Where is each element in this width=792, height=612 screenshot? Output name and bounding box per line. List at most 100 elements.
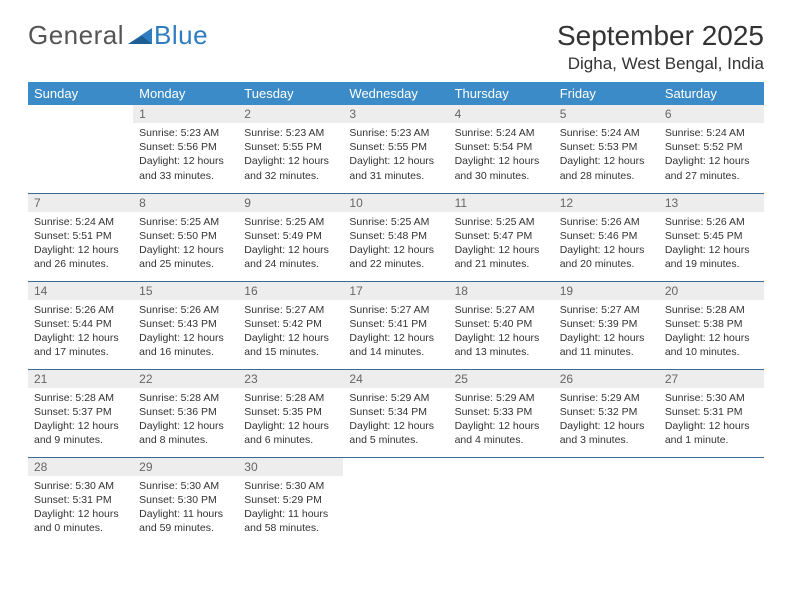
day-details: Sunrise: 5:25 AMSunset: 5:47 PMDaylight:… [449, 212, 554, 276]
day-details: Sunrise: 5:26 AMSunset: 5:43 PMDaylight:… [133, 300, 238, 364]
day-details: Sunrise: 5:28 AMSunset: 5:37 PMDaylight:… [28, 388, 133, 452]
weekday-header: Wednesday [343, 82, 448, 105]
day-number: 1 [133, 105, 238, 123]
brand-triangle-icon [128, 26, 152, 46]
month-title: September 2025 [557, 20, 764, 52]
day-number: 22 [133, 370, 238, 388]
day-number: 16 [238, 282, 343, 300]
calendar-cell: 21Sunrise: 5:28 AMSunset: 5:37 PMDayligh… [28, 369, 133, 457]
calendar-cell: 12Sunrise: 5:26 AMSunset: 5:46 PMDayligh… [554, 193, 659, 281]
calendar-cell: 23Sunrise: 5:28 AMSunset: 5:35 PMDayligh… [238, 369, 343, 457]
weekday-header: Sunday [28, 82, 133, 105]
calendar-cell [554, 457, 659, 545]
calendar-row: 21Sunrise: 5:28 AMSunset: 5:37 PMDayligh… [28, 369, 764, 457]
day-details: Sunrise: 5:26 AMSunset: 5:44 PMDaylight:… [28, 300, 133, 364]
brand-word-1: General [28, 20, 124, 51]
day-number: 10 [343, 194, 448, 212]
day-details: Sunrise: 5:25 AMSunset: 5:48 PMDaylight:… [343, 212, 448, 276]
day-number: 17 [343, 282, 448, 300]
calendar-cell: 6Sunrise: 5:24 AMSunset: 5:52 PMDaylight… [659, 105, 764, 193]
calendar-cell [659, 457, 764, 545]
calendar-cell: 19Sunrise: 5:27 AMSunset: 5:39 PMDayligh… [554, 281, 659, 369]
page: General Blue September 2025 Digha, West … [0, 0, 792, 565]
calendar-cell: 16Sunrise: 5:27 AMSunset: 5:42 PMDayligh… [238, 281, 343, 369]
day-details: Sunrise: 5:28 AMSunset: 5:36 PMDaylight:… [133, 388, 238, 452]
calendar-cell [449, 457, 554, 545]
calendar-cell [28, 105, 133, 193]
calendar-row: 28Sunrise: 5:30 AMSunset: 5:31 PMDayligh… [28, 457, 764, 545]
day-number: 7 [28, 194, 133, 212]
calendar-cell: 20Sunrise: 5:28 AMSunset: 5:38 PMDayligh… [659, 281, 764, 369]
day-number: 6 [659, 105, 764, 123]
weekday-header: Monday [133, 82, 238, 105]
calendar-cell: 2Sunrise: 5:23 AMSunset: 5:55 PMDaylight… [238, 105, 343, 193]
calendar-cell: 18Sunrise: 5:27 AMSunset: 5:40 PMDayligh… [449, 281, 554, 369]
calendar-cell: 15Sunrise: 5:26 AMSunset: 5:43 PMDayligh… [133, 281, 238, 369]
calendar-cell: 1Sunrise: 5:23 AMSunset: 5:56 PMDaylight… [133, 105, 238, 193]
calendar-header-row: SundayMondayTuesdayWednesdayThursdayFrid… [28, 82, 764, 105]
brand-logo: General Blue [28, 20, 208, 51]
day-details: Sunrise: 5:27 AMSunset: 5:40 PMDaylight:… [449, 300, 554, 364]
calendar-cell: 29Sunrise: 5:30 AMSunset: 5:30 PMDayligh… [133, 457, 238, 545]
day-number: 18 [449, 282, 554, 300]
day-details: Sunrise: 5:28 AMSunset: 5:35 PMDaylight:… [238, 388, 343, 452]
calendar-cell: 10Sunrise: 5:25 AMSunset: 5:48 PMDayligh… [343, 193, 448, 281]
calendar-cell: 14Sunrise: 5:26 AMSunset: 5:44 PMDayligh… [28, 281, 133, 369]
day-details: Sunrise: 5:29 AMSunset: 5:34 PMDaylight:… [343, 388, 448, 452]
day-details: Sunrise: 5:24 AMSunset: 5:54 PMDaylight:… [449, 123, 554, 187]
day-details: Sunrise: 5:30 AMSunset: 5:29 PMDaylight:… [238, 476, 343, 540]
top-bar: General Blue September 2025 Digha, West … [28, 20, 764, 74]
weekday-header: Thursday [449, 82, 554, 105]
day-details: Sunrise: 5:26 AMSunset: 5:45 PMDaylight:… [659, 212, 764, 276]
calendar-cell: 24Sunrise: 5:29 AMSunset: 5:34 PMDayligh… [343, 369, 448, 457]
day-number: 21 [28, 370, 133, 388]
day-details: Sunrise: 5:28 AMSunset: 5:38 PMDaylight:… [659, 300, 764, 364]
calendar-body: 1Sunrise: 5:23 AMSunset: 5:56 PMDaylight… [28, 105, 764, 545]
calendar-cell: 8Sunrise: 5:25 AMSunset: 5:50 PMDaylight… [133, 193, 238, 281]
brand-word-2: Blue [154, 20, 208, 51]
location-label: Digha, West Bengal, India [557, 54, 764, 74]
day-number: 8 [133, 194, 238, 212]
day-details: Sunrise: 5:23 AMSunset: 5:55 PMDaylight:… [343, 123, 448, 187]
day-details: Sunrise: 5:25 AMSunset: 5:50 PMDaylight:… [133, 212, 238, 276]
calendar-row: 7Sunrise: 5:24 AMSunset: 5:51 PMDaylight… [28, 193, 764, 281]
day-details: Sunrise: 5:24 AMSunset: 5:53 PMDaylight:… [554, 123, 659, 187]
day-details: Sunrise: 5:30 AMSunset: 5:30 PMDaylight:… [133, 476, 238, 540]
day-number: 9 [238, 194, 343, 212]
calendar-cell: 28Sunrise: 5:30 AMSunset: 5:31 PMDayligh… [28, 457, 133, 545]
calendar-cell: 13Sunrise: 5:26 AMSunset: 5:45 PMDayligh… [659, 193, 764, 281]
day-details: Sunrise: 5:29 AMSunset: 5:33 PMDaylight:… [449, 388, 554, 452]
day-details: Sunrise: 5:23 AMSunset: 5:56 PMDaylight:… [133, 123, 238, 187]
weekday-header: Saturday [659, 82, 764, 105]
day-number: 23 [238, 370, 343, 388]
day-number: 2 [238, 105, 343, 123]
calendar-row: 14Sunrise: 5:26 AMSunset: 5:44 PMDayligh… [28, 281, 764, 369]
day-details: Sunrise: 5:30 AMSunset: 5:31 PMDaylight:… [28, 476, 133, 540]
day-details: Sunrise: 5:27 AMSunset: 5:41 PMDaylight:… [343, 300, 448, 364]
day-details: Sunrise: 5:29 AMSunset: 5:32 PMDaylight:… [554, 388, 659, 452]
calendar-cell: 17Sunrise: 5:27 AMSunset: 5:41 PMDayligh… [343, 281, 448, 369]
calendar-cell: 5Sunrise: 5:24 AMSunset: 5:53 PMDaylight… [554, 105, 659, 193]
calendar-cell: 4Sunrise: 5:24 AMSunset: 5:54 PMDaylight… [449, 105, 554, 193]
day-details: Sunrise: 5:24 AMSunset: 5:51 PMDaylight:… [28, 212, 133, 276]
calendar-cell: 27Sunrise: 5:30 AMSunset: 5:31 PMDayligh… [659, 369, 764, 457]
calendar-cell: 25Sunrise: 5:29 AMSunset: 5:33 PMDayligh… [449, 369, 554, 457]
day-number: 4 [449, 105, 554, 123]
day-number: 14 [28, 282, 133, 300]
calendar-cell: 22Sunrise: 5:28 AMSunset: 5:36 PMDayligh… [133, 369, 238, 457]
calendar-row: 1Sunrise: 5:23 AMSunset: 5:56 PMDaylight… [28, 105, 764, 193]
day-number: 15 [133, 282, 238, 300]
calendar-cell: 11Sunrise: 5:25 AMSunset: 5:47 PMDayligh… [449, 193, 554, 281]
day-number: 25 [449, 370, 554, 388]
day-details: Sunrise: 5:24 AMSunset: 5:52 PMDaylight:… [659, 123, 764, 187]
day-number: 19 [554, 282, 659, 300]
day-number: 24 [343, 370, 448, 388]
weekday-header: Tuesday [238, 82, 343, 105]
day-details: Sunrise: 5:23 AMSunset: 5:55 PMDaylight:… [238, 123, 343, 187]
day-number: 3 [343, 105, 448, 123]
calendar-cell: 7Sunrise: 5:24 AMSunset: 5:51 PMDaylight… [28, 193, 133, 281]
day-number: 5 [554, 105, 659, 123]
page-heading: September 2025 Digha, West Bengal, India [557, 20, 764, 74]
weekday-header: Friday [554, 82, 659, 105]
calendar-table: SundayMondayTuesdayWednesdayThursdayFrid… [28, 82, 764, 545]
